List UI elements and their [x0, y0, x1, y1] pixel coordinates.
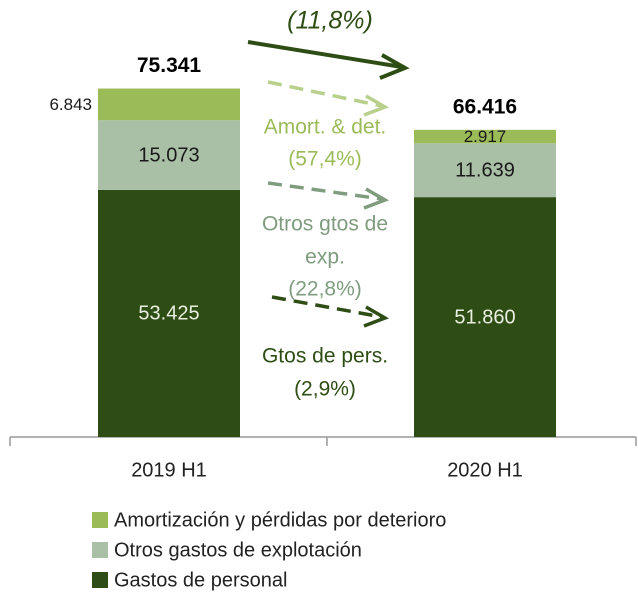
legend-label: Otros gastos de explotación: [114, 539, 362, 561]
legend-swatch: [92, 512, 108, 528]
arrowhead: [363, 305, 390, 328]
legend-label: Amortización y pérdidas por deterioro: [114, 509, 446, 531]
bar-segment: [414, 143, 556, 198]
value-label: 11.639: [455, 160, 515, 182]
bar-segment: [414, 129, 556, 144]
bar-segment: [98, 120, 240, 190]
total-label: 66.416: [453, 95, 517, 118]
legend-swatch: [92, 542, 108, 558]
value-label: 2.917: [464, 127, 507, 146]
annotation: (2,9%): [294, 378, 356, 401]
annotation: Gtos de pers.: [262, 345, 388, 368]
legend-label: Gastos de personal: [114, 569, 287, 591]
x-tick-label: 2020 H1: [447, 459, 523, 481]
arrow: [267, 181, 383, 201]
arrows: [247, 40, 410, 328]
x-tick-label: 2019 H1: [131, 459, 207, 481]
arrow: [267, 80, 383, 108]
value-label: 53.425: [138, 303, 199, 325]
legend-swatch: [92, 572, 108, 588]
annotation: (57,4%): [288, 148, 362, 171]
arrow: [247, 40, 403, 69]
value-label: 15.073: [138, 144, 199, 166]
total-label: 75.341: [137, 54, 202, 77]
value-label: 6.843: [49, 95, 92, 114]
annotation: exp.: [305, 246, 345, 269]
annotation: Amort. & det.: [264, 116, 387, 139]
annotation: (22,8%): [288, 278, 362, 301]
arrow: [271, 295, 383, 319]
annotation: (11,8%): [287, 7, 373, 35]
bar-segment: [414, 197, 556, 437]
arrowhead: [379, 53, 410, 80]
bar-segment: [98, 189, 240, 437]
axis: [9, 436, 637, 446]
arrowhead: [363, 94, 390, 117]
bar-segment: [98, 88, 240, 121]
annotation: Otros gtos de: [262, 213, 388, 236]
value-label: 51.860: [454, 306, 515, 328]
arrowhead: [363, 187, 390, 210]
